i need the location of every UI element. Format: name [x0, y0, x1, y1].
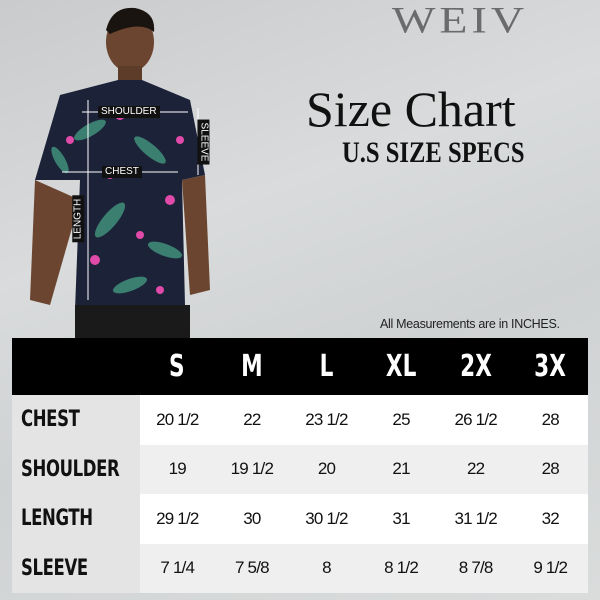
page-title: Size Chart: [306, 81, 516, 137]
table-cell: 29 1/2: [156, 508, 199, 528]
brand-logo: WEIV: [392, 0, 529, 41]
table-row: CHEST 20 1/2 22 23 1/2 25 26 1/2 28: [12, 395, 588, 445]
table-cell: 7 5/8: [234, 558, 270, 578]
units-note: All Measurements are in INCHES.: [380, 317, 560, 331]
table-cell: 23 1/2: [305, 409, 348, 429]
header-cell: M: [241, 349, 263, 384]
table-cell: 26 1/2: [454, 409, 497, 429]
table-cell: 20 1/2: [156, 409, 199, 429]
row-label: SHOULDER: [12, 444, 140, 494]
table-cell: 19 1/2: [230, 459, 274, 479]
table-cell: 22: [467, 459, 485, 479]
model-photo: [30, 7, 210, 338]
length-label: LENGTH: [72, 195, 85, 243]
table-cell: 31: [392, 508, 410, 528]
table-cell: 20: [317, 459, 336, 479]
row-label: CHEST: [12, 395, 140, 445]
header-cell: 2X: [459, 349, 492, 384]
header-cell: L: [319, 349, 334, 384]
size-table: S M L XL 2X 3X CHEST 20 1/2 22 23 1/2 25 26 1…: [12, 338, 588, 593]
page-subtitle: U.S SIZE SPECS: [342, 136, 525, 169]
table-cell: 30: [243, 508, 261, 528]
table-cell: 28: [541, 459, 560, 479]
table-cell: 21: [392, 459, 410, 479]
sleeve-label: SLEEVE: [197, 119, 210, 165]
header-cell: XL: [385, 349, 417, 384]
table-row: LENGTH 29 1/2 30 30 1/2 31 31 1/2 32: [12, 494, 588, 544]
table-cell: 28: [541, 409, 560, 429]
table-cell: 25: [392, 409, 410, 429]
table-cell: 8 7/8: [458, 558, 494, 578]
shoulder-label: SHOULDER: [98, 106, 160, 118]
table-header: S M L XL 2X 3X: [12, 338, 588, 395]
row-label: LENGTH: [12, 494, 140, 544]
table-cell: 9 1/2: [533, 558, 568, 578]
table-cell: 8: [322, 558, 331, 578]
table-cell: 22: [243, 409, 261, 429]
table-cell: 32: [541, 508, 560, 528]
header-cell: S: [169, 349, 186, 384]
chest-label: CHEST: [102, 166, 142, 178]
table-cell: 30 1/2: [305, 508, 348, 528]
table-cell: 7 1/4: [160, 558, 195, 578]
table-cell: 19: [168, 459, 187, 479]
table-row: SLEEVE 7 1/4 7 5/8 8 8 1/2 8 7/8 9 1/2: [12, 543, 588, 593]
table-cell: 31 1/2: [454, 508, 497, 528]
table-row: SHOULDER 19 19 1/2 20 21 22 28: [12, 444, 588, 494]
row-label: SLEEVE: [12, 543, 140, 593]
table-cell: 8 1/2: [384, 558, 419, 578]
header-cell: 3X: [534, 349, 567, 384]
